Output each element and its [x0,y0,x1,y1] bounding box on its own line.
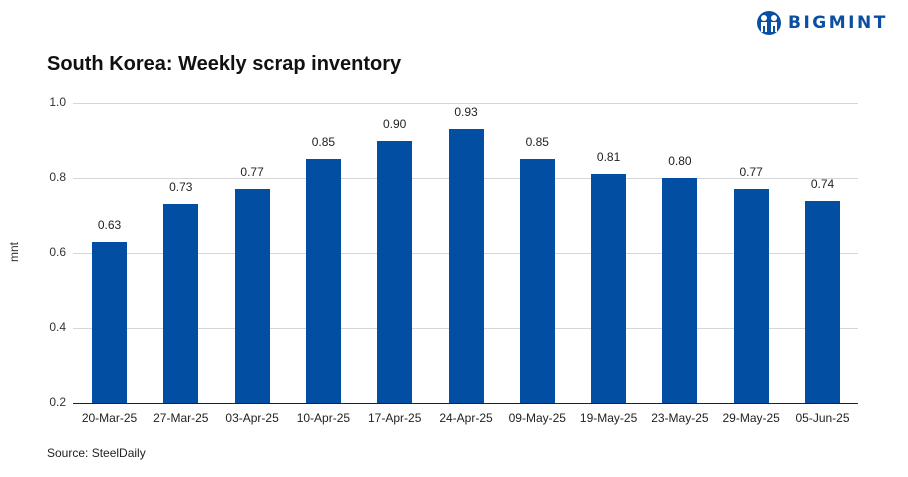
gridline [73,103,858,104]
bigmint-logo: BIGMINT [756,10,888,36]
bar [805,200,840,403]
bar [305,159,341,403]
x-tick-label: 27-Mar-25 [153,411,209,425]
x-tick-label: 05-Jun-25 [795,411,850,425]
value-label: 0.63 [97,217,122,232]
value-label: 0.85 [311,135,336,150]
bar [448,129,484,403]
value-label: 0.93 [454,105,478,120]
x-tick-label: 19-May-25 [579,411,638,425]
x-tick-label: 09-May-25 [508,411,566,425]
bar [591,174,627,403]
value-label: 0.80 [668,154,692,168]
bar [234,189,270,403]
x-tick-label: 29-May-25 [722,411,780,425]
value-label: 0.73 [169,180,193,195]
y-tick-label: 0.4 [49,320,66,334]
x-tick-label: 23-May-25 [651,411,709,425]
bar [733,189,769,403]
x-tick-label: 24-Apr-25 [439,411,493,425]
x-tick-label: 03-Apr-25 [225,411,279,425]
y-tick-label: 1.0 [49,95,66,109]
bar [92,241,127,403]
x-tick-label: 10-Apr-25 [296,411,351,425]
chart-title: South Korea: Weekly scrap inventory [47,53,402,75]
y-tick-label: 0.8 [49,170,66,184]
bar [519,159,555,403]
bar [377,140,413,403]
value-label: 0.74 [810,176,835,191]
value-label: 0.81 [596,150,621,165]
source-note: Source: SteelDaily [47,446,146,460]
x-axis-line [73,403,858,404]
y-tick-label: 0.6 [49,245,66,259]
value-label: 0.77 [739,165,763,180]
x-tick-label: 20-Mar-25 [81,411,138,425]
value-label: 0.85 [525,135,549,150]
logo-text: BIGMINT [788,13,888,33]
y-tick-label: 0.2 [49,395,66,409]
people-globe-icon [757,11,781,35]
bar [163,204,199,403]
bar [662,178,698,403]
value-label: 0.90 [383,116,407,131]
value-label: 0.77 [240,165,264,180]
x-tick-label: 17-Apr-25 [368,411,422,425]
